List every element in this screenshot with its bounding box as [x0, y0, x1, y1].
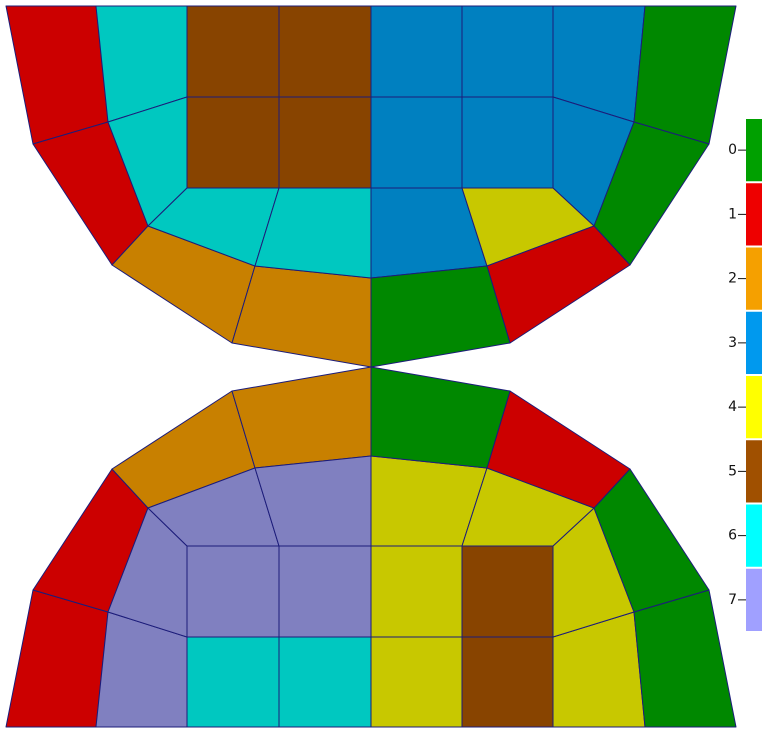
mesh-cell	[370, 366, 511, 469]
mesh-cell	[278, 636, 372, 728]
mesh-cell	[370, 636, 463, 728]
mesh-cell	[5, 589, 109, 728]
mesh-cell	[633, 5, 737, 145]
mesh-cell	[461, 636, 554, 728]
colorbar-label: 4	[728, 399, 737, 415]
mesh-cell	[186, 5, 280, 98]
mesh	[5, 5, 737, 728]
mesh-cell	[186, 545, 280, 638]
mesh-cell	[461, 96, 554, 189]
colorbar-label: 3	[728, 335, 737, 351]
colorbar-swatch	[746, 311, 762, 374]
colorbar-label: 6	[728, 528, 737, 544]
colorbar-swatch	[746, 440, 762, 503]
colorbar-swatch	[746, 568, 762, 631]
colorbar-label: 2	[728, 271, 737, 287]
mesh-cell	[231, 366, 372, 469]
colorbar-label: 1	[728, 206, 737, 222]
colorbar-label: 5	[728, 463, 737, 479]
colorbar-swatch	[746, 376, 762, 439]
colorbar: 0 1 2 3 4 5 6 7	[728, 119, 762, 631]
colorbar-swatch	[746, 247, 762, 310]
colorbar-swatch	[746, 183, 762, 246]
mesh-cell	[633, 589, 737, 728]
mesh-cell	[278, 96, 372, 189]
colorbar-label: 7	[728, 592, 737, 608]
mesh-cell	[370, 265, 511, 368]
mesh-cell	[370, 545, 463, 638]
mesh-cell	[278, 5, 372, 98]
mesh-cell	[186, 636, 280, 728]
mesh-cell	[5, 5, 109, 145]
mesh-cell	[370, 5, 463, 98]
mesh-cell	[186, 96, 280, 189]
mesh-cell	[461, 545, 554, 638]
mesh-cell	[278, 545, 372, 638]
mesh-cell	[461, 5, 554, 98]
mesh-cell	[231, 265, 372, 368]
colorbar-swatch	[746, 504, 762, 567]
mesh-cell	[370, 96, 463, 189]
colorbar-label: 0	[728, 142, 737, 158]
colorbar-swatch	[746, 119, 762, 182]
